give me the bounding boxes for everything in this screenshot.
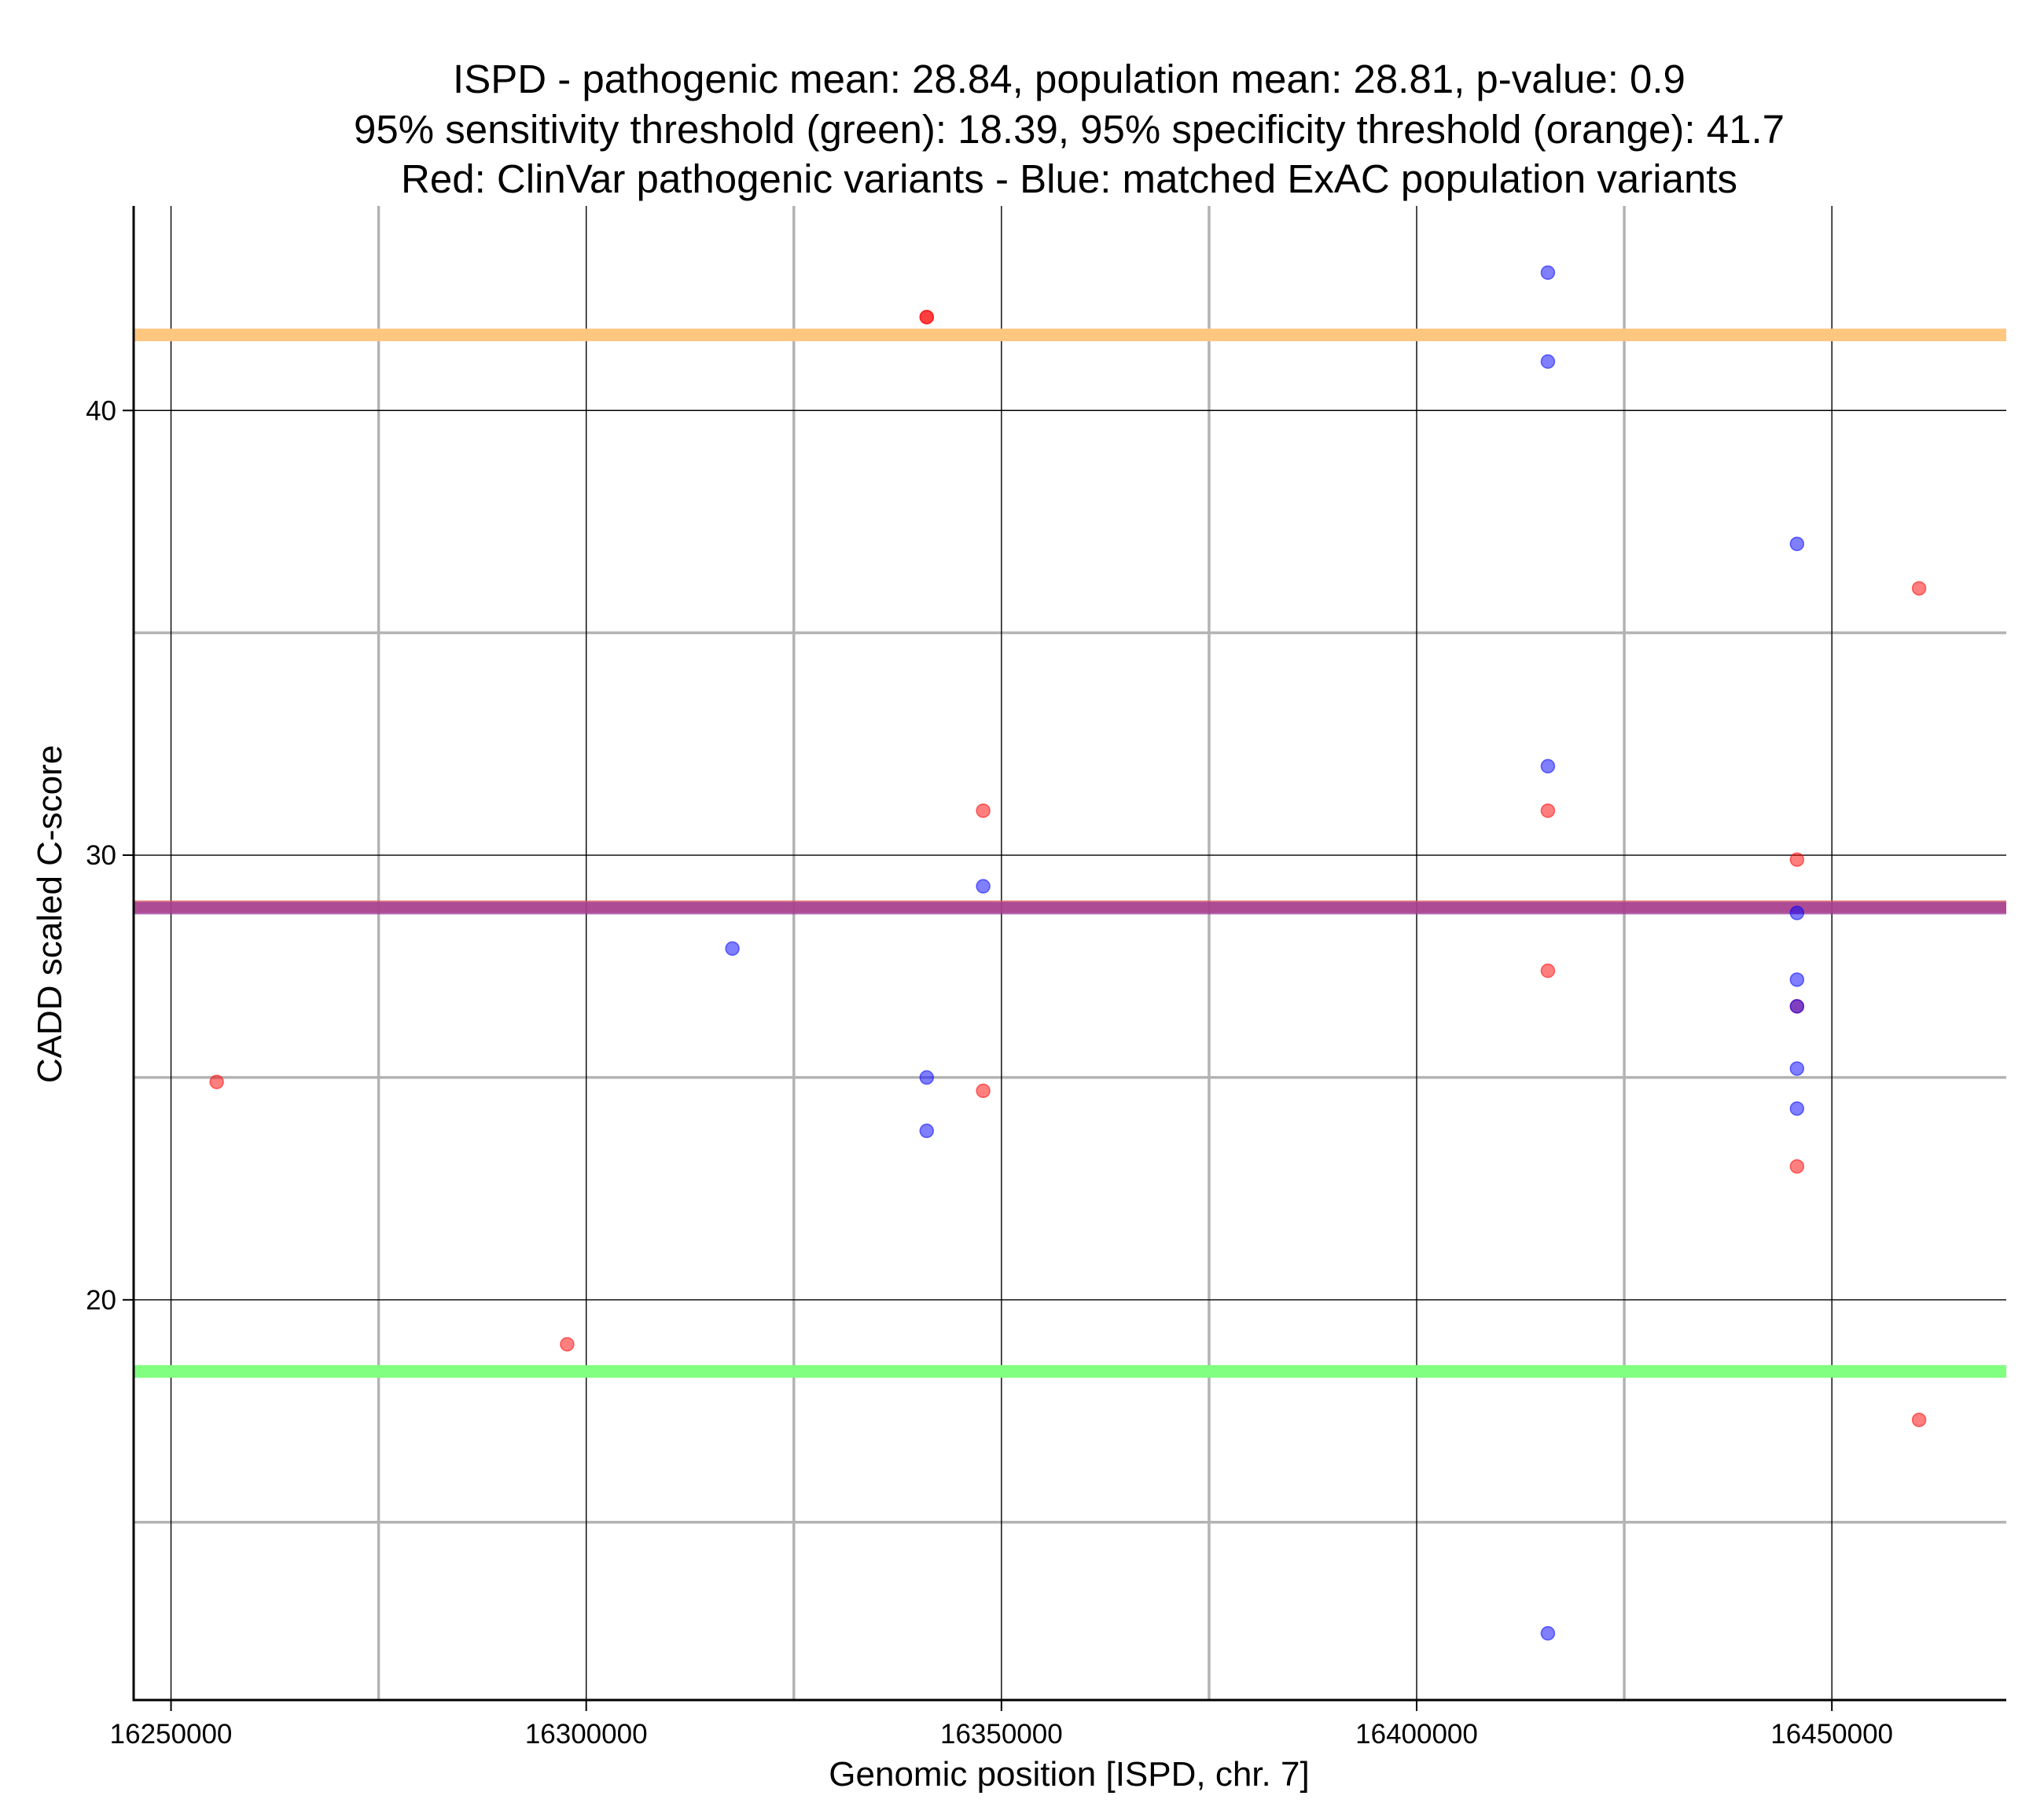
x-tick-label: 16350000 xyxy=(940,1719,1063,1750)
x-tick-label: 16300000 xyxy=(525,1719,648,1750)
population-point xyxy=(725,941,740,957)
y-tick-label: 40 xyxy=(86,395,116,426)
population-point xyxy=(1540,265,1556,281)
tick-labels: 16250000 16300000 16350000 16400000 16450000… xyxy=(86,395,1893,1750)
x-tick-label: 16400000 xyxy=(1355,1719,1478,1750)
population-point xyxy=(1789,536,1805,552)
x-tick-label: 16450000 xyxy=(1770,1719,1893,1750)
population-point xyxy=(919,1070,935,1085)
gridlines xyxy=(134,206,2006,1700)
chart-title-line-1: ISPD - pathogenic mean: 28.84, populatio… xyxy=(453,57,1686,101)
population-point xyxy=(1789,972,1805,987)
pathogenic-point xyxy=(560,1337,575,1352)
pathogenic-point xyxy=(1789,852,1805,867)
chart-title-line-2: 95% sensitivity threshold (green): 18.39… xyxy=(354,107,1785,152)
pathogenic-point xyxy=(976,803,991,818)
data-points xyxy=(209,265,1927,1641)
pathogenic-point xyxy=(1540,803,1556,818)
x-axis-title: Genomic position [ISPD, chr. 7] xyxy=(829,1755,1309,1794)
chart-title-line-3: Red: ClinVar pathogenic variants - Blue:… xyxy=(401,156,1737,201)
threshold-lines xyxy=(134,329,2006,1378)
pathogenic-point xyxy=(1911,581,1927,596)
population-point xyxy=(1789,999,1805,1014)
population-point xyxy=(1789,905,1805,920)
pathogenic-point xyxy=(209,1074,224,1089)
population-point xyxy=(1540,354,1556,369)
population-point xyxy=(919,1123,935,1139)
y-axis-title: CADD scaled C-score xyxy=(31,745,69,1083)
pathogenic-point xyxy=(919,310,935,325)
population-point xyxy=(976,879,991,894)
population-point xyxy=(1540,1625,1556,1641)
axes xyxy=(132,206,2006,1702)
y-tick-label: 20 xyxy=(86,1285,116,1316)
population-point xyxy=(1789,1061,1805,1076)
pathogenic-point xyxy=(1540,963,1556,979)
pathogenic-point xyxy=(1789,1159,1805,1174)
population-point xyxy=(1789,1101,1805,1116)
pathogenic-point xyxy=(1911,1412,1927,1427)
pathogenic-point xyxy=(976,1083,991,1099)
x-tick-label: 16250000 xyxy=(110,1719,233,1750)
y-tick-label: 30 xyxy=(86,840,116,871)
population-point xyxy=(1540,758,1556,774)
